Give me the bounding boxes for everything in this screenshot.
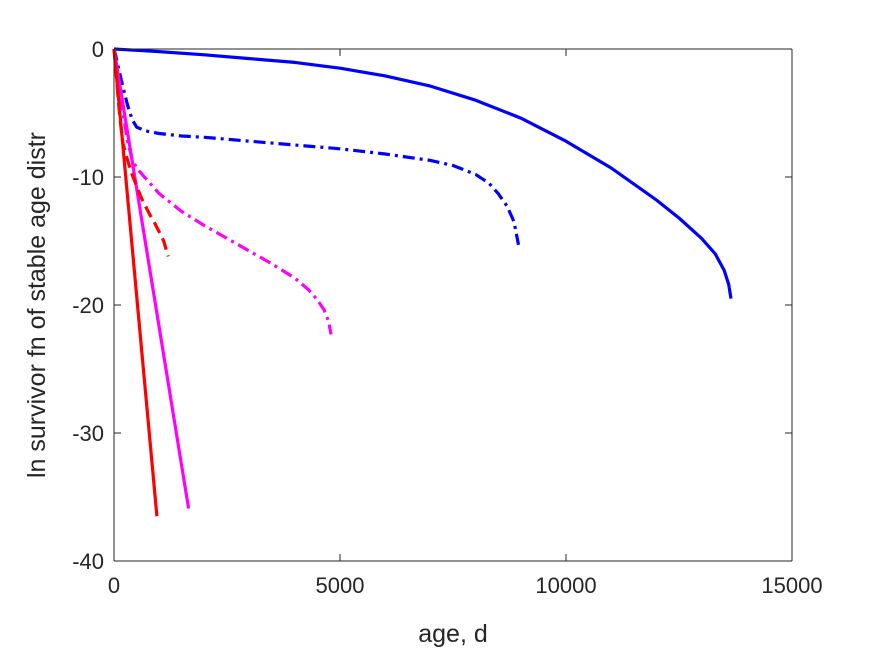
series-line-1 [113, 47, 733, 299]
x-axis-label: age, d [418, 620, 488, 648]
y-tick-label: -30 [72, 421, 104, 446]
series-layer [112, 47, 733, 517]
x-tick-label: 15000 [761, 573, 822, 598]
x-tick-label: 10000 [535, 573, 596, 598]
x-tick-label: 0 [108, 573, 120, 598]
plot-area [114, 49, 792, 561]
y-tick-label: -40 [72, 549, 104, 574]
series-line-2 [112, 48, 521, 246]
series-line-6 [112, 48, 170, 257]
y-tick-label: -20 [72, 293, 104, 318]
ticks-layer: 0 5000 10000 15000 0 -10 -20 -30 -40 [72, 37, 822, 598]
series-line-4 [112, 48, 333, 335]
y-tick-label: 0 [92, 37, 104, 62]
x-tick-label: 5000 [316, 573, 365, 598]
y-tick-label: -10 [72, 165, 104, 190]
y-axis-label: ln survivor fn of stable age distr [23, 132, 51, 478]
